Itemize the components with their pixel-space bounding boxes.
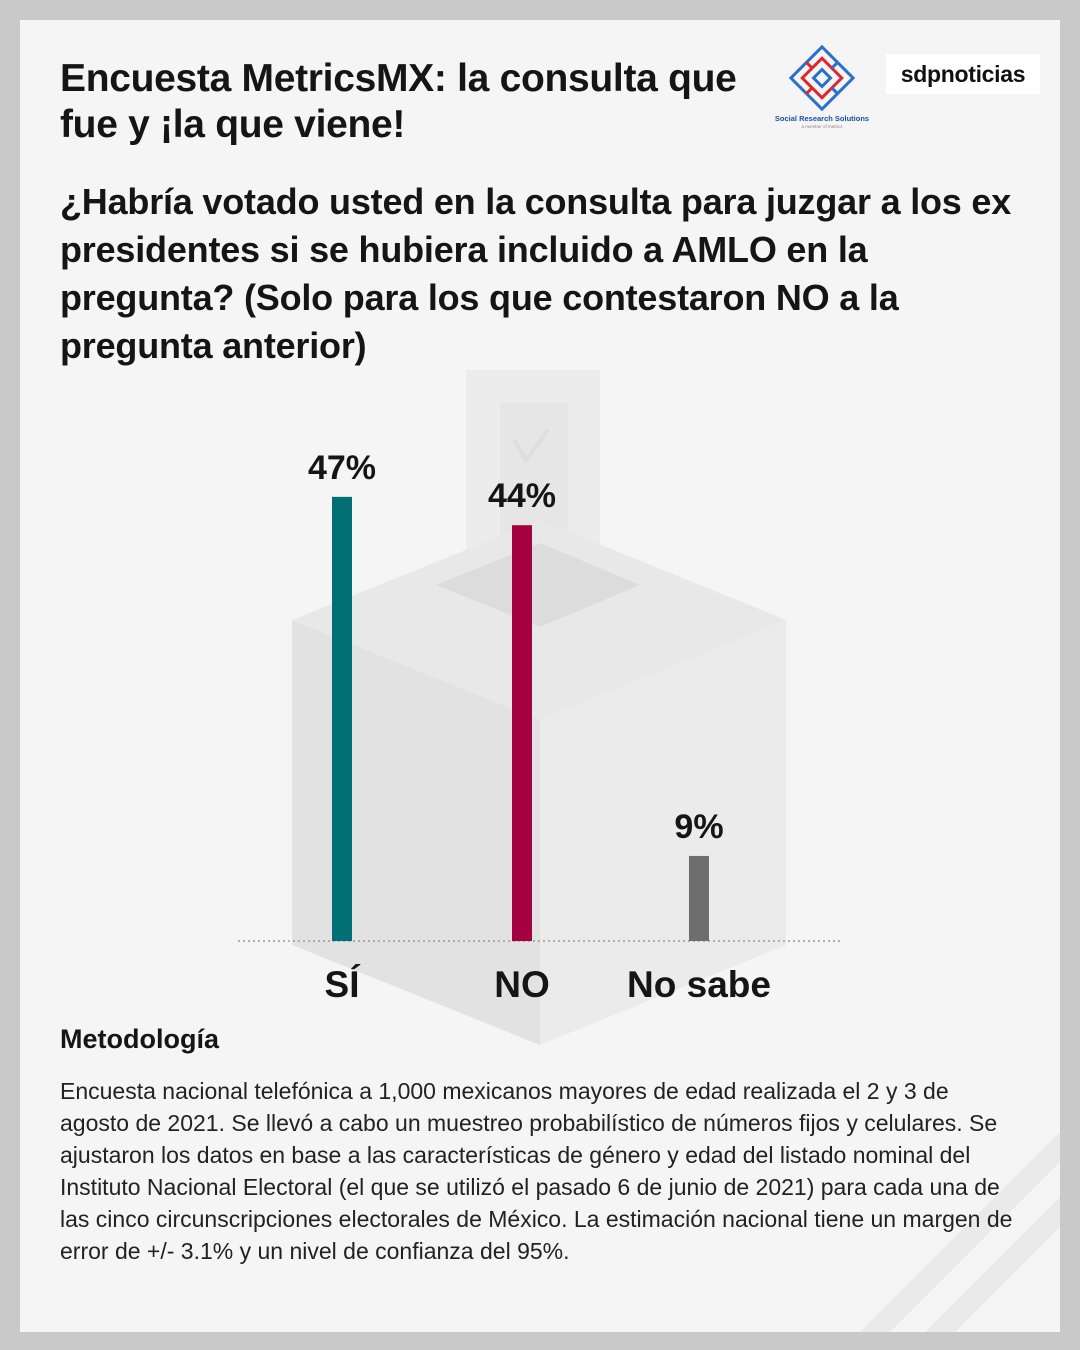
category-label-3: No sabe	[627, 964, 771, 1005]
srs-name: Social Research Solutions	[774, 114, 870, 123]
page-title: Encuesta MetricsMX: la consulta que fue …	[60, 57, 737, 146]
bar-value-label-3: 9%	[674, 808, 723, 846]
srs-emblem-icon	[788, 44, 856, 112]
chart-marks: 47% SÍ 44% NO 9% No sabe	[308, 449, 771, 1005]
survey-question: ¿Habría votado usted en la consulta para…	[60, 181, 1012, 366]
corner-stripes-decoration	[860, 1132, 1060, 1332]
infographic-card: Encuesta MetricsMX: la consulta que fue …	[20, 20, 1060, 1332]
srs-tagline: a member of metrics	[801, 124, 843, 129]
category-label-2: NO	[494, 964, 550, 1005]
methodology-text: Encuesta nacional telefónica a 1,000 mex…	[60, 1078, 1013, 1264]
methodology-title: Metodología	[60, 1024, 219, 1054]
social-research-solutions-logo: Social Research Solutions a member of me…	[768, 40, 876, 132]
bar-3	[689, 855, 709, 941]
category-label-1: SÍ	[325, 964, 362, 1005]
bar-chart: 47% SÍ 44% NO 9% No sabe	[238, 449, 840, 1005]
bar-value-label-2: 44%	[488, 477, 556, 515]
sdpnoticias-logo: sdpnoticias	[886, 54, 1040, 94]
bar-value-label-1: 47%	[308, 449, 376, 487]
ballot-box-illustration	[292, 370, 786, 1045]
bar-2	[512, 525, 532, 941]
bar-1	[332, 496, 352, 941]
